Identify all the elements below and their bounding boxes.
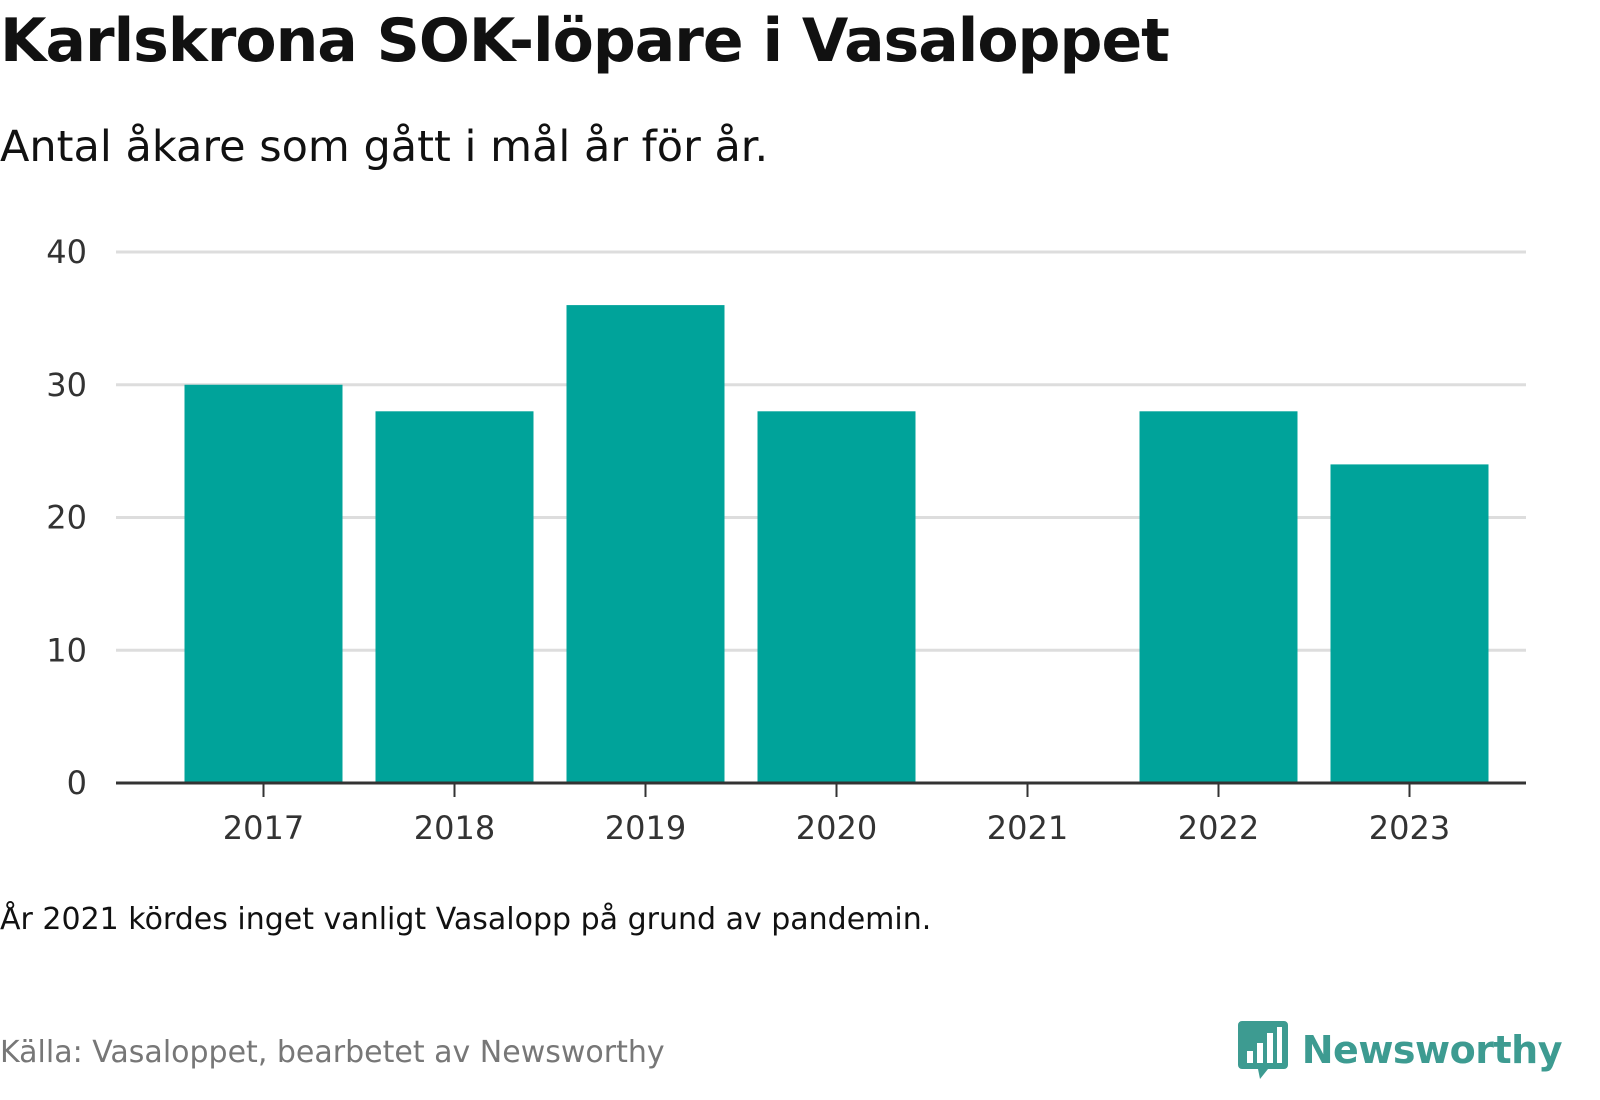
bar-chart: 0 10 20 30 40 2017 2018 2019 2020 2021 2022 2023	[46, 233, 1526, 847]
chart-note: År 2021 kördes inget vanligt Vasalopp på…	[0, 902, 932, 937]
chart-title: Karlskrona SOK-löpare i Vasaloppet	[0, 6, 1170, 76]
x-tick-label: 2023	[1369, 809, 1450, 847]
axes: 0 10 20 30 40 2017 2018 2019 2020 2021 2022 2023	[46, 233, 1526, 847]
x-tick-label: 2019	[605, 809, 686, 847]
y-tick-label: 0	[67, 764, 87, 802]
bars	[184, 305, 1489, 783]
x-tick-label: 2021	[987, 809, 1068, 847]
bar-2022	[1139, 411, 1298, 783]
bar-2019	[566, 305, 725, 783]
y-tick-label: 20	[46, 499, 87, 537]
x-tick-label: 2022	[1178, 809, 1259, 847]
brand-logo: Newsworthy	[1237, 1018, 1563, 1082]
y-tick-label: 10	[46, 631, 87, 669]
brand-name: Newsworthy	[1301, 1028, 1563, 1072]
x-tick-label: 2017	[223, 809, 304, 847]
x-tick-label: 2020	[796, 809, 877, 847]
bar-2018	[375, 411, 534, 783]
bar-2023	[1330, 464, 1489, 783]
y-tick-label: 40	[46, 233, 87, 271]
bar-2017	[184, 384, 343, 783]
chart-subtitle: Antal åkare som gått i mål år för år.	[0, 122, 769, 172]
y-tick-label: 30	[46, 366, 87, 404]
newsworthy-bar-chart-bubble-icon	[1237, 1021, 1288, 1079]
bar-2020	[757, 411, 916, 783]
chart-source: Källa: Vasaloppet, bearbetet av Newswort…	[0, 1035, 665, 1070]
x-tick-label: 2018	[414, 809, 495, 847]
